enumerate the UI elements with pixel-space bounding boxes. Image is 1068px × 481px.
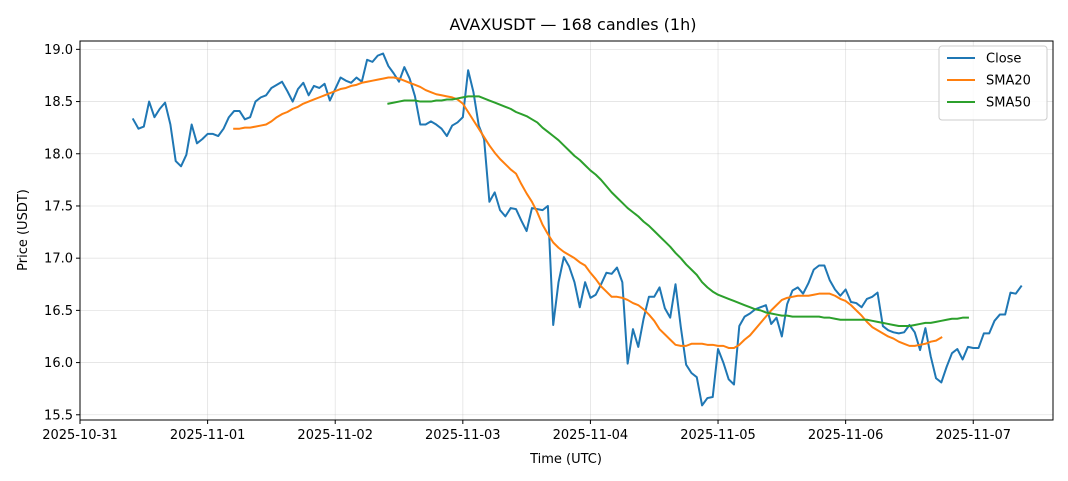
x-tick-label: 2025-11-04 [553,428,629,443]
series-line-sma20 [233,76,943,349]
legend-label-close: Close [986,52,1021,67]
series-line-sma50 [387,95,969,328]
legend: Close SMA20 SMA50 [938,45,1048,121]
x-tick-label: 2025-11-02 [297,428,373,443]
x-tick-label: 2025-11-01 [170,428,246,443]
y-axis: 15.5 16.0 16.5 17.0 17.5 18.0 18.5 19.0 [44,43,80,423]
plot-frame [79,40,1054,421]
x-axis: 2025-10-31 2025-11-01 2025-11-02 2025-11-03… [42,420,1011,443]
y-tick-label: 17.5 [44,199,73,214]
x-tick-label: 2025-11-05 [680,428,756,443]
y-tick-label: 19.0 [44,43,73,58]
y-tick-label: 18.5 [44,95,73,110]
x-axis-title: Time (UTC) [529,452,602,467]
x-tick-label: 2025-11-06 [808,428,884,443]
grid [79,41,1053,420]
x-tick-label: 2025-11-03 [425,428,501,443]
y-tick-label: 16.5 [44,304,73,319]
y-tick-label: 15.5 [44,408,73,423]
y-tick-label: 17.0 [44,252,73,267]
x-tick-label: 2025-10-31 [42,428,118,443]
legend-label-sma20: SMA20 [986,74,1031,89]
series-line-close [131,52,1023,407]
legend-label-sma50: SMA50 [986,96,1031,111]
chart-title: AVAXUSDT — 168 candles (1h) [450,15,697,34]
plot-series [131,52,1023,407]
y-tick-label: 16.0 [44,356,73,371]
y-axis-title: Price (USDT) [16,189,31,271]
x-tick-label: 2025-11-07 [935,428,1011,443]
y-tick-label: 18.0 [44,147,73,162]
